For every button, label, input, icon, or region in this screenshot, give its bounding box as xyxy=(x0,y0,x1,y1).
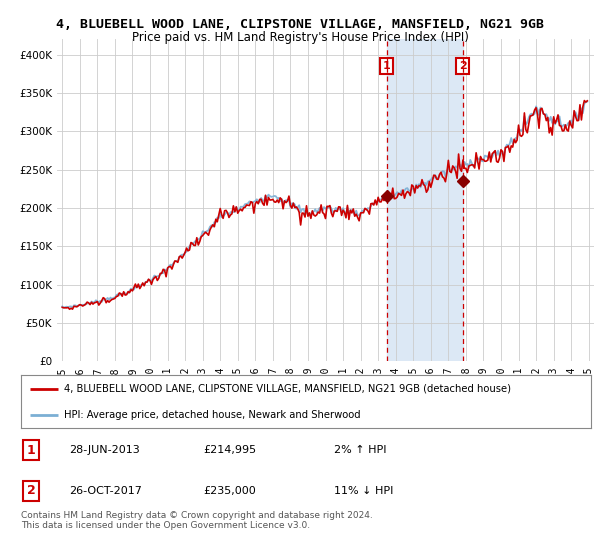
Text: Contains HM Land Registry data © Crown copyright and database right 2024.
This d: Contains HM Land Registry data © Crown c… xyxy=(21,511,373,530)
Text: 11% ↓ HPI: 11% ↓ HPI xyxy=(335,486,394,496)
Text: 4, BLUEBELL WOOD LANE, CLIPSTONE VILLAGE, MANSFIELD, NG21 9GB: 4, BLUEBELL WOOD LANE, CLIPSTONE VILLAGE… xyxy=(56,18,544,31)
Text: 1: 1 xyxy=(383,61,391,71)
Text: HPI: Average price, detached house, Newark and Sherwood: HPI: Average price, detached house, Newa… xyxy=(64,410,361,420)
Text: £214,995: £214,995 xyxy=(203,445,257,455)
Text: 1: 1 xyxy=(27,444,35,456)
Text: Price paid vs. HM Land Registry's House Price Index (HPI): Price paid vs. HM Land Registry's House … xyxy=(131,31,469,44)
Text: 2% ↑ HPI: 2% ↑ HPI xyxy=(335,445,387,455)
Text: 26-OCT-2017: 26-OCT-2017 xyxy=(70,486,142,496)
Text: 2: 2 xyxy=(27,484,35,497)
Text: 2: 2 xyxy=(459,61,467,71)
Text: 28-JUN-2013: 28-JUN-2013 xyxy=(70,445,140,455)
Text: £235,000: £235,000 xyxy=(203,486,256,496)
Bar xyxy=(387,39,463,361)
Text: 4, BLUEBELL WOOD LANE, CLIPSTONE VILLAGE, MANSFIELD, NG21 9GB (detached house): 4, BLUEBELL WOOD LANE, CLIPSTONE VILLAGE… xyxy=(64,384,511,394)
